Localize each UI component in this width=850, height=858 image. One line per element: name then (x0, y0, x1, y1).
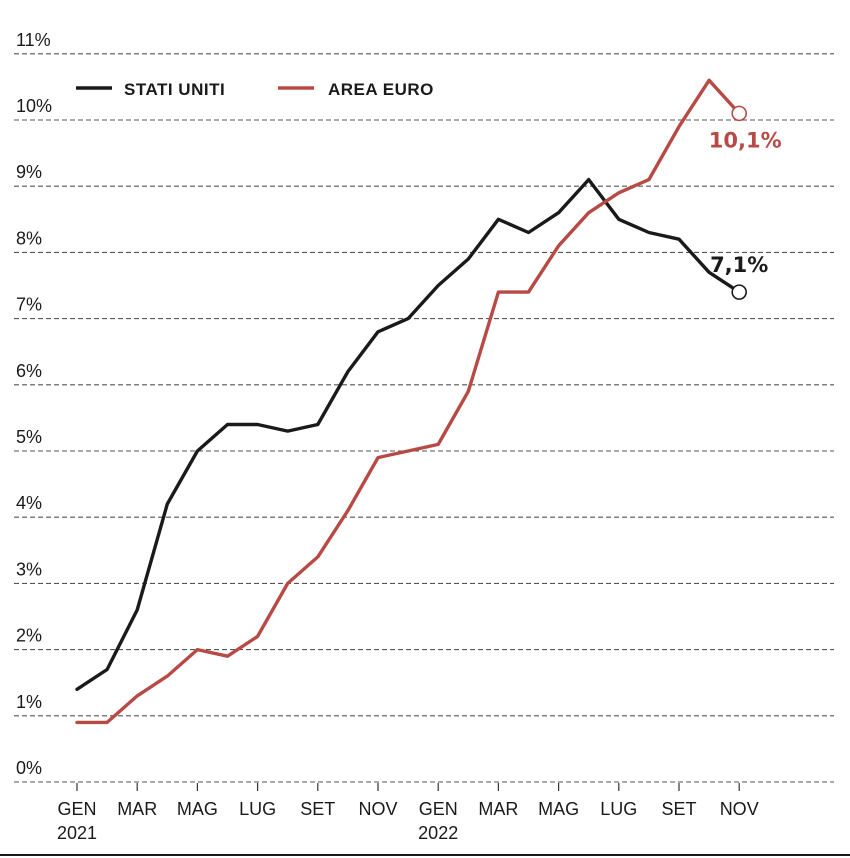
y-tick-label: 8% (16, 228, 42, 248)
y-tick-label: 4% (16, 493, 42, 513)
end-label-stati-uniti: 7,1% (710, 253, 768, 277)
x-tick-label: MAG (177, 799, 218, 819)
y-tick-label: 6% (16, 361, 42, 381)
y-tick-label: 10% (16, 96, 52, 116)
x-tick-label: MAR (478, 799, 518, 819)
y-tick-label: 7% (16, 295, 42, 315)
legend-label-area-euro: AREA EURO (328, 80, 434, 99)
y-tick-label: 11% (16, 30, 51, 50)
end-point-area-euro (731, 105, 748, 122)
y-tick-label: 9% (16, 162, 42, 182)
x-tick-label: SET (661, 799, 696, 819)
series-line-stati-uniti (75, 177, 741, 691)
end-point-stati-uniti (731, 284, 748, 300)
y-tick-label: 3% (16, 559, 42, 579)
x-tick-year: 2021 (57, 823, 97, 843)
y-tick-label: 5% (16, 427, 42, 447)
x-tick-label: GEN (419, 799, 458, 819)
end-label-area-euro: 10,1% (709, 128, 782, 152)
grid-layer (14, 53, 834, 783)
x-tick-label: SET (300, 799, 335, 819)
x-axis-ticks: GEN 2021 MAR MAG LUG SET NOV GEN 2022 MAR MAG LUG SE… (57, 783, 759, 843)
x-tick-label: MAG (538, 799, 579, 819)
x-tick-year: 2022 (418, 823, 458, 843)
x-tick-label: LUG (600, 799, 637, 819)
series-layer: 7,1% 10,1% (75, 78, 782, 725)
y-tick-label: 0% (16, 758, 42, 778)
legend: STATI UNITI AREA EURO (76, 80, 434, 99)
x-tick-label: MAR (117, 799, 157, 819)
legend-label-stati-uniti: STATI UNITI (124, 80, 225, 99)
y-axis-ticks: 0% 1% 2% 3% 4% 5% 6% 7% 8% 9% 10% 11% (16, 30, 52, 778)
x-tick-label: GEN (57, 799, 96, 819)
y-tick-label: 1% (16, 692, 42, 712)
series-line-area-euro (75, 78, 741, 725)
x-tick-label: NOV (358, 799, 397, 819)
x-tick-label: LUG (239, 799, 276, 819)
x-tick-label: NOV (720, 799, 759, 819)
y-tick-label: 2% (16, 626, 42, 646)
